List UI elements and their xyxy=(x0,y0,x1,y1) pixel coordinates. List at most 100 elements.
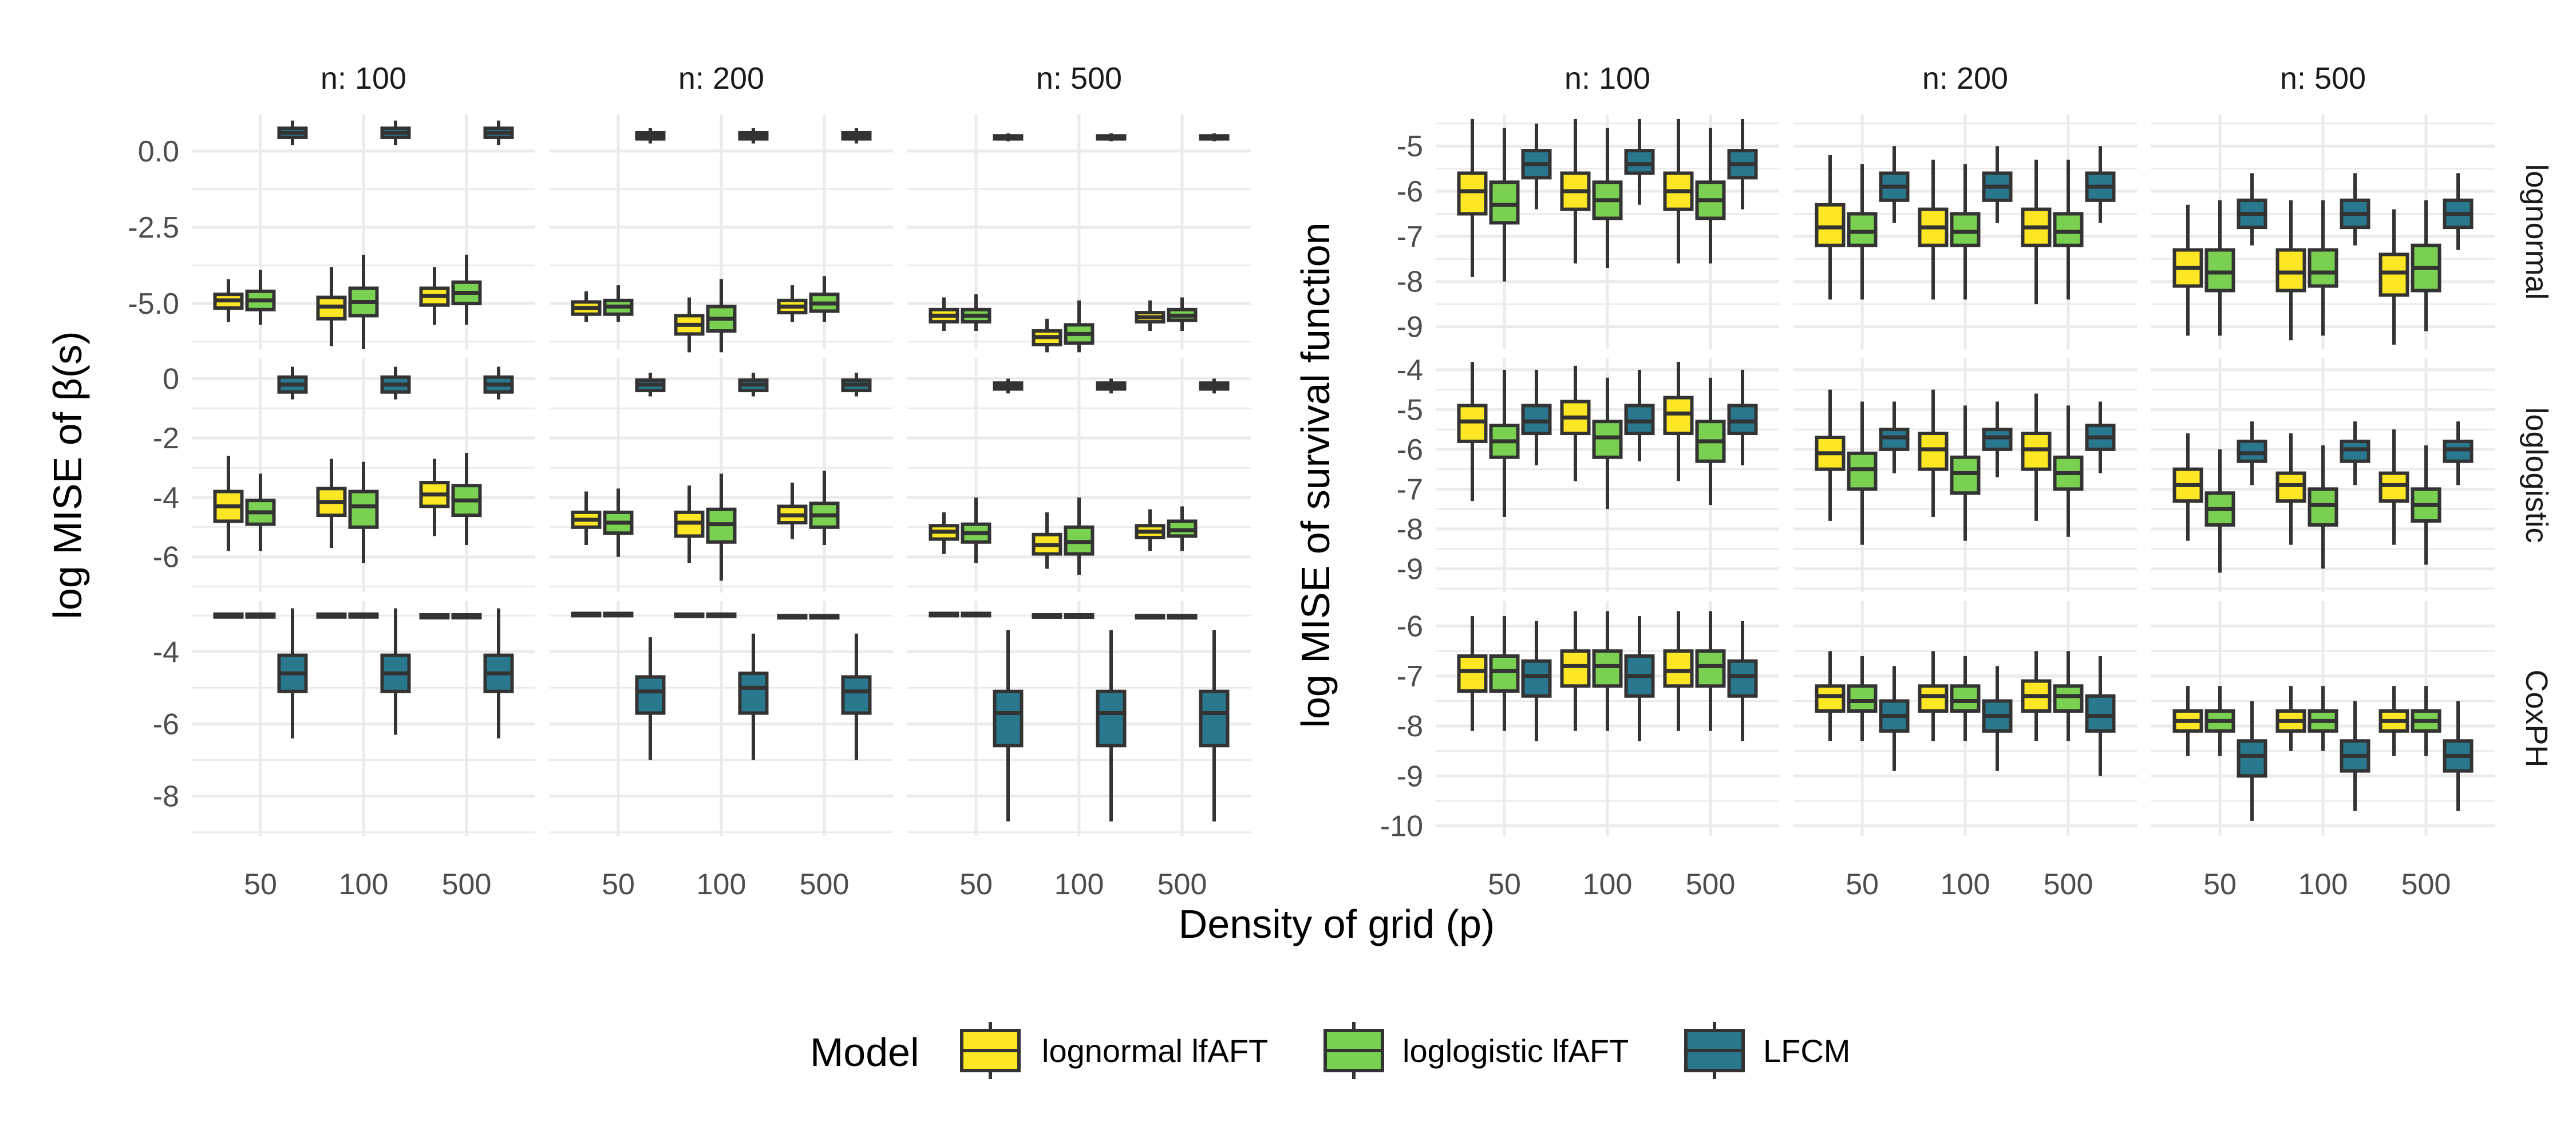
right-panel-r1-c2 xyxy=(2151,358,2495,593)
left-box-lfcm xyxy=(841,372,872,397)
right-box-lfcm xyxy=(1624,616,1655,741)
box-body xyxy=(2237,739,2267,778)
right-box-lognormal-lfaft xyxy=(2172,433,2203,541)
left-box-lfcm xyxy=(380,608,411,735)
right-box-loglogistic-lfaft xyxy=(1847,401,1878,545)
left-box-lognormal-lfaft xyxy=(1032,318,1062,353)
box-body xyxy=(738,672,769,715)
right-box-lognormal-lfaft xyxy=(1663,611,1694,731)
right-box-loglogistic-lfaft xyxy=(1695,128,1726,264)
right-y-axis-title: log MISE of survival function xyxy=(1293,222,1338,728)
right-xtick: 500 xyxy=(2401,868,2451,901)
left-box-lognormal-lfaft xyxy=(674,297,705,353)
box-body xyxy=(1918,684,1949,713)
left-box-lfcm xyxy=(635,372,666,397)
right-panel-r2-c1 xyxy=(1793,601,2137,836)
right-box-loglogistic-lfaft xyxy=(2411,686,2441,756)
box-body xyxy=(841,675,872,715)
right-box-lfcm xyxy=(1727,369,1758,465)
right-box-loglogistic-lfaft xyxy=(2204,200,2235,336)
right-panel-r0-c2 xyxy=(2151,114,2495,349)
legend-key-2 xyxy=(1684,1022,1745,1079)
left-box-loglogistic-lfaft xyxy=(809,276,840,322)
left-xtick: 500 xyxy=(1157,868,1207,901)
left-box-lognormal-lfaft xyxy=(419,613,450,620)
left-xtick: 50 xyxy=(959,868,993,901)
right-box-lfcm xyxy=(2237,173,2267,246)
left-box-loglogistic-lfaft xyxy=(1167,614,1198,620)
right-box-lognormal-lfaft xyxy=(1815,651,1846,741)
box-body xyxy=(348,489,379,529)
right-row1-ytick: -9 xyxy=(1397,552,1423,586)
right-col-strip-1: n: 200 xyxy=(1922,61,2008,96)
right-xtick: 100 xyxy=(1941,868,1990,901)
box-body xyxy=(1847,212,1878,247)
box-body xyxy=(1457,171,1488,216)
box-body xyxy=(2053,212,2084,247)
right-box-loglogistic-lfaft xyxy=(2204,449,2235,573)
left-box-lfcm xyxy=(277,120,308,145)
box-body xyxy=(2204,248,2235,293)
right-xtick: 100 xyxy=(2298,868,2348,901)
left-box-lfcm xyxy=(1199,133,1230,141)
legend-key-1 xyxy=(1323,1022,1384,1079)
box-body xyxy=(2308,248,2338,288)
right-box-lognormal-lfaft xyxy=(2379,686,2409,756)
left-box-lfcm xyxy=(277,608,308,739)
right-box-lfcm xyxy=(2085,146,2116,223)
left-box-loglogistic-lfaft xyxy=(245,270,276,325)
left-box-lognormal-lfaft xyxy=(213,612,244,619)
right-box-lognormal-lfaft xyxy=(1918,389,1949,517)
left-box-lfcm xyxy=(841,128,872,144)
right-box-lfcm xyxy=(2085,401,2116,473)
right-box-lfcm xyxy=(2085,656,2116,776)
left-box-lognormal-lfaft xyxy=(1032,512,1062,569)
left-box-lognormal-lfaft xyxy=(1135,614,1165,620)
left-box-loglogistic-lfaft xyxy=(603,611,634,618)
left-box-loglogistic-lfaft xyxy=(245,473,276,551)
box-body xyxy=(1592,649,1623,688)
left-box-lognormal-lfaft xyxy=(1135,509,1165,551)
right-box-lognormal-lfaft xyxy=(2379,429,2409,545)
right-box-loglogistic-lfaft xyxy=(2411,200,2441,331)
box-body xyxy=(1521,659,1552,698)
left-row0-ytick: -2.5 xyxy=(128,211,179,244)
right-box-loglogistic-lfaft xyxy=(1695,377,1726,506)
left-box-lfcm xyxy=(1096,378,1127,394)
right-row0-ytick: -9 xyxy=(1397,311,1423,344)
right-box-lfcm xyxy=(1879,146,1910,223)
right-box-lognormal-lfaft xyxy=(1560,119,1591,264)
right-box-lfcm xyxy=(2237,701,2267,821)
left-box-lfcm xyxy=(483,120,514,145)
right-box-lfcm xyxy=(2237,421,2267,485)
left-box-lognormal-lfaft xyxy=(777,285,808,322)
right-box-lognormal-lfaft xyxy=(1815,155,1846,300)
left-box-lfcm xyxy=(738,633,769,760)
right-box-loglogistic-lfaft xyxy=(1489,369,1520,517)
box-body xyxy=(2085,694,2116,733)
box-body xyxy=(2275,248,2306,293)
left-box-loglogistic-lfaft xyxy=(706,279,737,353)
left-box-lfcm xyxy=(277,366,308,400)
left-box-loglogistic-lfaft xyxy=(809,471,840,545)
left-box-loglogistic-lfaft xyxy=(961,294,991,331)
right-box-loglogistic-lfaft xyxy=(1695,611,1726,731)
right-box-lfcm xyxy=(1521,123,1552,210)
left-box-loglogistic-lfaft xyxy=(961,497,991,563)
right-box-lfcm xyxy=(1624,369,1655,461)
right-box-loglogistic-lfaft xyxy=(1489,128,1520,282)
box-body xyxy=(1663,649,1694,688)
right-box-lognormal-lfaft xyxy=(2379,209,2409,345)
right-box-loglogistic-lfaft xyxy=(2308,200,2338,336)
box-body xyxy=(1096,689,1127,748)
right-box-lfcm xyxy=(2443,701,2474,811)
left-xtick: 50 xyxy=(602,868,635,901)
left-box-lfcm xyxy=(635,128,666,144)
right-box-loglogistic-lfaft xyxy=(1592,377,1623,510)
left-xtick: 100 xyxy=(1054,868,1104,901)
right-box-lfcm xyxy=(2443,173,2474,250)
left-box-lognormal-lfaft xyxy=(929,611,959,618)
right-box-lfcm xyxy=(2340,421,2370,485)
right-box-lfcm xyxy=(1727,119,1758,210)
